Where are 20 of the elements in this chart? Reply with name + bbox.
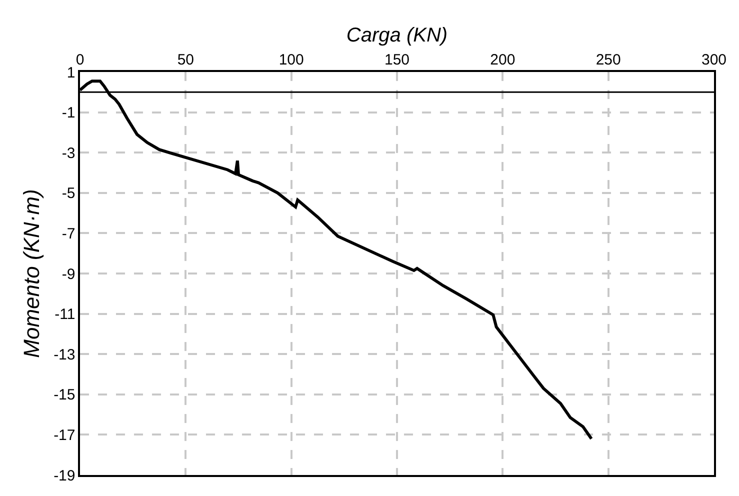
y-tick-label: -1 xyxy=(62,104,76,122)
x-tick-label: 100 xyxy=(278,51,304,68)
y-tick-label: -5 xyxy=(62,185,76,202)
y-tick-label: -17 xyxy=(54,426,76,444)
x-tick-label: 300 xyxy=(701,51,727,68)
x-tick-label: 150 xyxy=(384,51,410,68)
x-tick-label: 250 xyxy=(596,51,621,68)
x-axis-title: Carga (KN) xyxy=(346,24,448,46)
y-tick-label: 1 xyxy=(66,64,76,82)
y-tick-label: -9 xyxy=(62,266,76,283)
y-tick-label: -3 xyxy=(62,144,76,162)
x-tick-label: 0 xyxy=(76,51,84,68)
y-tick-label: -15 xyxy=(54,386,76,404)
x-tick-label: 200 xyxy=(490,51,516,68)
y-axis-title: Momento (KN·m) xyxy=(18,189,44,358)
y-tick-label: -19 xyxy=(54,467,76,484)
y-tick-label: -7 xyxy=(62,225,76,242)
y-tick-label: -13 xyxy=(54,346,76,364)
x-tick-label: 50 xyxy=(177,51,194,68)
y-tick-label: -11 xyxy=(54,306,76,324)
